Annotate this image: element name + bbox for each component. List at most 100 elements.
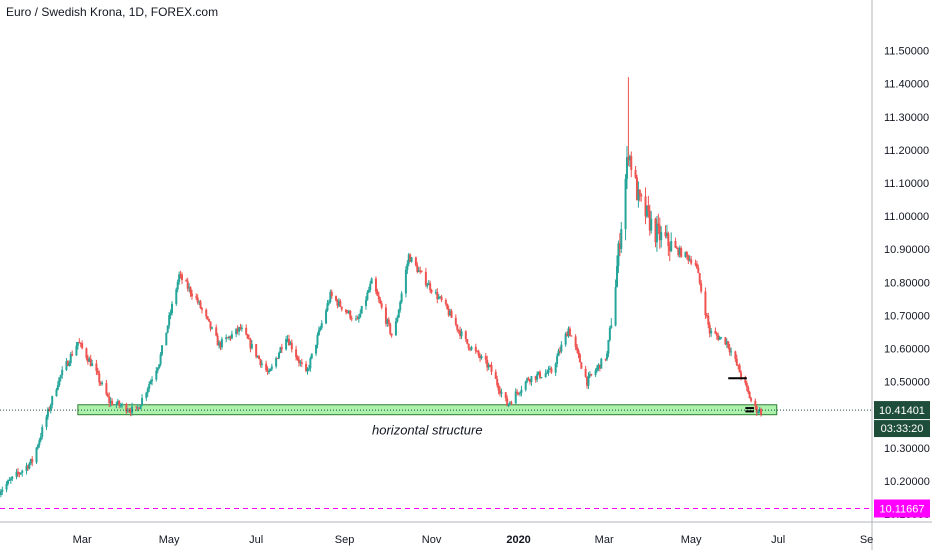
candle-body (430, 290, 433, 293)
candle-body (315, 344, 318, 354)
candle-body (607, 340, 610, 354)
candle-body (690, 259, 693, 264)
candle-body (228, 336, 231, 338)
candle-body (467, 343, 470, 349)
candle-body (305, 363, 308, 372)
candle-body (1, 489, 4, 492)
candle-body (520, 389, 523, 393)
candle-body (316, 334, 319, 345)
candle-body (276, 358, 279, 360)
candle-body (307, 368, 310, 370)
candle-body (78, 341, 81, 344)
candle-body (98, 373, 101, 383)
candle-body (727, 341, 730, 348)
candle-body (46, 408, 49, 417)
candle-body (437, 297, 440, 300)
candle-body (618, 243, 621, 249)
candle-body (420, 270, 423, 272)
candle-body (66, 361, 69, 366)
candle-body (665, 233, 668, 237)
y-tick-label: 10.20000 (884, 476, 930, 488)
candle-body (28, 463, 31, 469)
candle-body (249, 338, 252, 349)
candle-body (496, 378, 499, 386)
candle-body (219, 342, 222, 348)
candle-body (55, 389, 58, 397)
candle-body (390, 333, 393, 336)
candle-body (554, 363, 557, 373)
alert-price-label: 10.11667 (879, 503, 924, 515)
candle-body (755, 406, 758, 413)
candle-body (758, 409, 761, 413)
bar-countdown-label: 03:33:20 (881, 423, 924, 435)
candle-body (648, 210, 651, 231)
candle-body (230, 334, 233, 339)
candle-body (556, 356, 559, 364)
countdown-badge (874, 420, 930, 438)
candle-body (658, 225, 661, 241)
candle-body (620, 229, 623, 249)
candle-body (188, 287, 191, 289)
candle-body (340, 306, 343, 310)
candle-body (414, 257, 417, 266)
y-tick-label: 10.30000 (884, 443, 930, 455)
candle-body (417, 270, 420, 273)
x-tick-label: Nov (422, 534, 442, 546)
candle-body (320, 323, 323, 328)
candle-body (180, 274, 183, 281)
candle-body (698, 273, 701, 284)
candle-body (29, 458, 32, 464)
candle-body (290, 342, 293, 350)
candle-body (386, 319, 389, 324)
candle-body (248, 338, 251, 340)
candle-body (85, 348, 88, 359)
last-price-label: 10.41401 (879, 405, 925, 417)
candle-body (255, 344, 258, 357)
candle-body (59, 375, 62, 378)
candle-body (454, 317, 457, 325)
candle-body (79, 343, 82, 345)
last-price-badge (874, 401, 930, 420)
candle-body (647, 205, 650, 211)
candle-body (21, 470, 24, 473)
candle-body (494, 371, 497, 379)
candle-body (109, 400, 112, 404)
candle-body (537, 371, 540, 375)
candle-body (357, 317, 360, 319)
candle-body (161, 345, 164, 355)
x-tick-label: Se (860, 534, 873, 546)
candle-body (738, 365, 741, 373)
candle-body (190, 293, 193, 297)
candle-body (31, 458, 34, 463)
candle-body (406, 263, 409, 270)
candle-body (175, 289, 178, 304)
candle-body (156, 367, 159, 371)
y-tick-label: 10.70000 (884, 310, 930, 322)
candle-body (171, 303, 174, 314)
candle-body (256, 355, 259, 357)
candle-body (8, 480, 11, 482)
candle-body (490, 365, 493, 372)
candle-body (258, 355, 261, 359)
candle-body (366, 292, 369, 300)
candle-body (265, 363, 268, 371)
candle-body (466, 339, 469, 344)
candle-body (714, 331, 717, 334)
candle-body (286, 338, 289, 340)
candle-body (195, 296, 198, 298)
horizontal-structure-zone[interactable] (77, 404, 778, 416)
candle-body (364, 299, 367, 306)
candle-body (260, 363, 263, 365)
candle-body (329, 291, 332, 303)
candle-body (325, 310, 328, 324)
candle-body (61, 369, 64, 376)
candle-body (514, 391, 517, 404)
candle-body (51, 396, 54, 406)
candle-body (326, 303, 329, 311)
candle-body (306, 368, 309, 372)
candle-body (218, 342, 221, 346)
candle-body (469, 348, 472, 350)
candle-body (225, 337, 228, 340)
candle-body (497, 385, 500, 391)
